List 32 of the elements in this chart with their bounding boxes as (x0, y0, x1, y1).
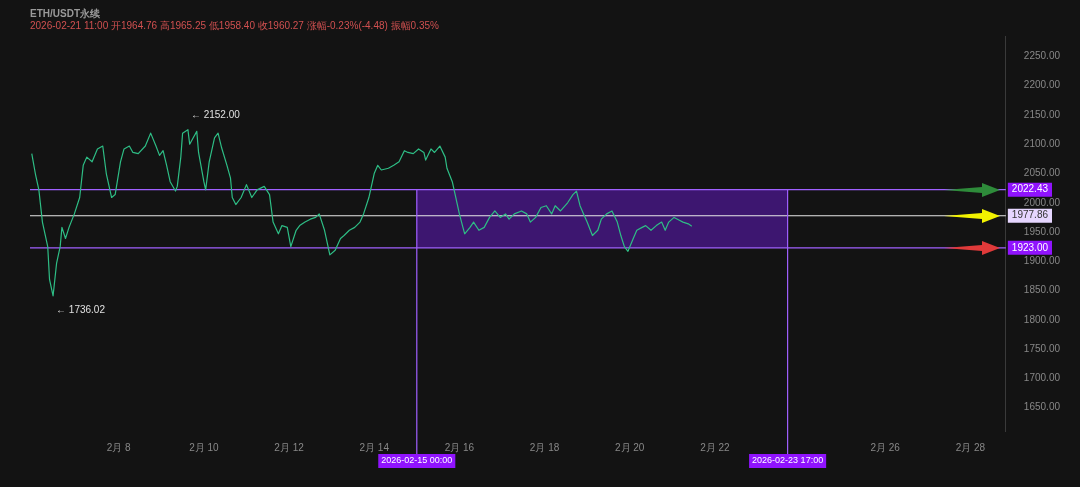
ref-line-label: 1923.00 (1011, 241, 1049, 253)
x-tick-label: 2月 18 (529, 441, 560, 453)
x-tick-label: 2月 8 (106, 441, 132, 453)
x-tick-label: 2月 16 (444, 441, 475, 453)
chart-title: ETH/USDT永续 (30, 7, 101, 19)
ref-line-label: 2026-02-15 00:00 (381, 455, 453, 466)
x-tick-label: 2月 20 (614, 441, 645, 453)
ref-line-label: 2026-02-23 17:00 (752, 455, 824, 466)
y-tick-label: 2200.00 (1023, 79, 1061, 91)
ref-line-label: 1977.86 (1011, 209, 1049, 221)
y-tick-label: 1700.00 (1023, 372, 1061, 384)
annotation: ← 2152.00 (190, 109, 241, 121)
y-tick-label: 1650.00 (1023, 401, 1061, 413)
x-tick-label: 2月 12 (274, 441, 305, 453)
y-tick-label: 1750.00 (1023, 342, 1061, 354)
ref-line-label: 2022.43 (1011, 183, 1049, 195)
y-tick-label: 2000.00 (1023, 196, 1061, 208)
x-tick-label: 2月 22 (700, 441, 731, 453)
y-tick-label: 2100.00 (1023, 138, 1061, 150)
y-tick-label: 1900.00 (1023, 255, 1061, 267)
y-tick-label: 1850.00 (1023, 284, 1061, 296)
x-tick-label: 2月 14 (359, 441, 390, 453)
x-tick-label: 2月 10 (189, 441, 220, 453)
y-tick-label: 2150.00 (1023, 108, 1061, 120)
y-tick-label: 2050.00 (1023, 167, 1061, 179)
y-tick-label: 1950.00 (1023, 225, 1061, 237)
chart-subtitle: 2026-02-21 11:00 开1964.76 高1965.25 低1958.40 收1960.27 涨幅-0.23%(-4.48) 振幅0.35% (30, 19, 440, 31)
y-tick-label: 2250.00 (1023, 50, 1061, 62)
x-tick-label: 2月 26 (870, 441, 901, 453)
annotation: ← 1736.02 (56, 303, 106, 315)
y-tick-label: 1800.00 (1023, 313, 1061, 325)
x-tick-label: 2月 28 (955, 441, 986, 453)
